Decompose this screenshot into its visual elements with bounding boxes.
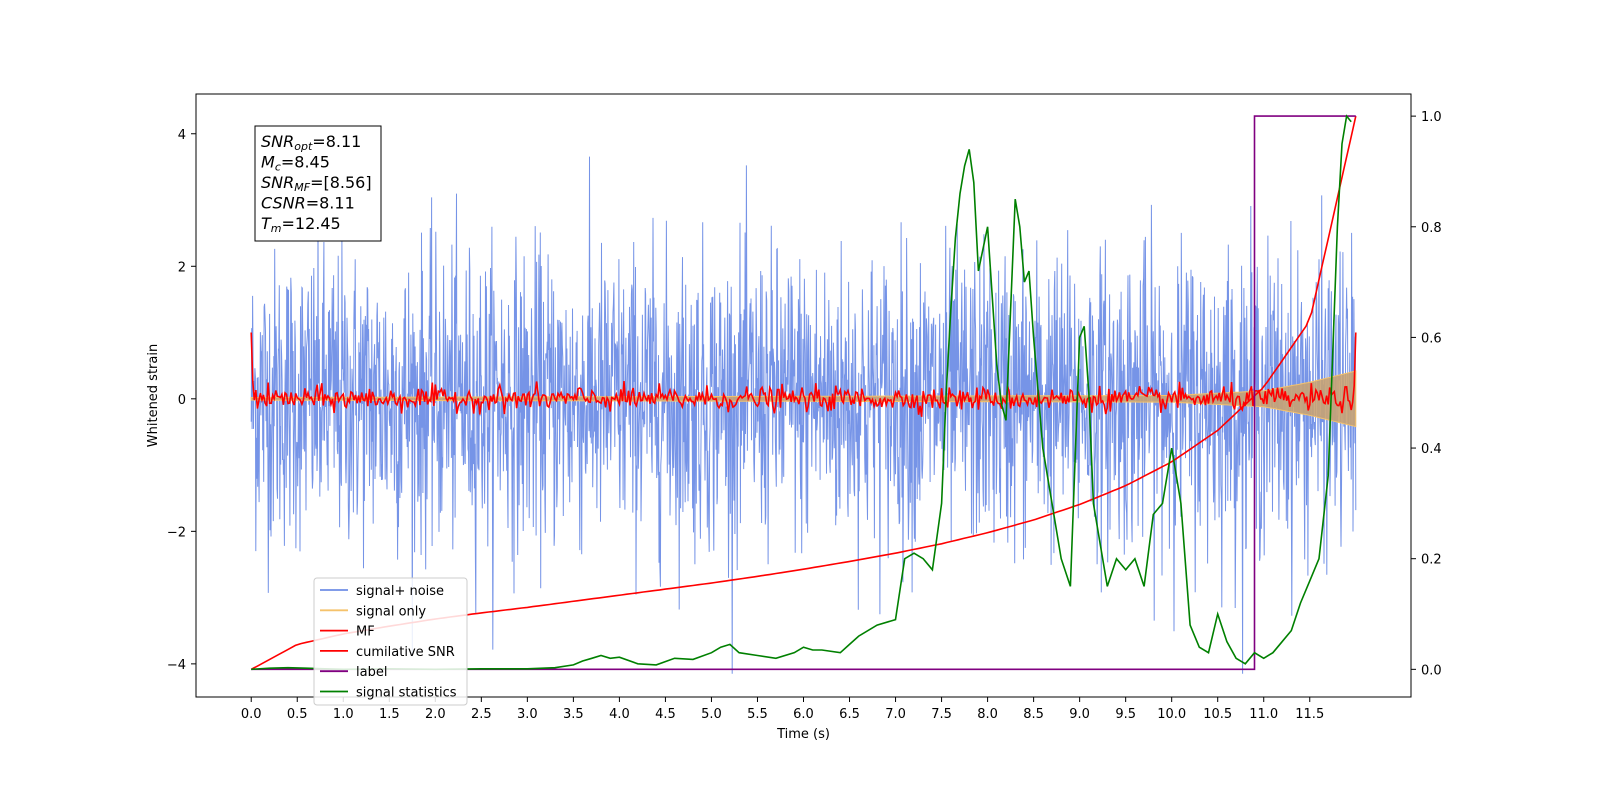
series-mf — [250, 332, 1357, 417]
x-tick-label: 7.5 — [931, 707, 952, 722]
plot-area — [250, 114, 1357, 674]
info-subscript: MF — [294, 181, 310, 194]
x-tick-label: 3.0 — [517, 707, 538, 722]
x-tick-label: 5.0 — [701, 707, 722, 722]
legend-entry: MF — [320, 625, 375, 640]
y-axis-right: 0.0 0.2 0.4 0.6 0.8 1.0 — [1411, 110, 1442, 678]
x-tick-label: 2.5 — [471, 707, 492, 722]
legend-entry: cumilative SNR — [320, 645, 455, 660]
y-right-tick-label: 1.0 — [1421, 110, 1442, 125]
x-tick-label: 7.0 — [885, 707, 906, 722]
y-left-tick-label: 2 — [178, 260, 186, 275]
x-tick-label: 11.0 — [1249, 707, 1278, 722]
y-left-tick-label: −4 — [167, 658, 186, 673]
series-signal-statistics — [251, 114, 1352, 671]
series-label — [251, 115, 1356, 671]
y-left-tick-label: 4 — [178, 128, 186, 143]
y-right-tick-label: 0.0 — [1421, 663, 1442, 678]
legend-entry: signal only — [320, 604, 426, 619]
legend-entry: label — [320, 665, 387, 680]
x-tick-label: 10.0 — [1157, 707, 1186, 722]
x-tick-label: 10.5 — [1203, 707, 1232, 722]
y-right-tick-label: 0.8 — [1421, 221, 1442, 236]
legend-label: signal+ noise — [356, 584, 444, 599]
legend-label: signal statistics — [356, 686, 457, 701]
legend-label: cumilative SNR — [356, 645, 455, 660]
x-tick-label: 4.0 — [609, 707, 630, 722]
y-right-tick-label: 0.6 — [1421, 331, 1442, 346]
info-value: =8.11 — [312, 132, 361, 151]
info-line: SNRopt=8.11 — [261, 132, 361, 153]
x-tick-label: 0.0 — [241, 707, 262, 722]
info-value: =[8.56] — [310, 173, 372, 192]
x-tick-label: 2.0 — [425, 707, 446, 722]
info-symbol: CSNR — [261, 194, 306, 213]
info-value: =12.45 — [282, 214, 341, 233]
info-box: SNRopt=8.11Mc=8.45SNRMF=[8.56]CSNR=8.11T… — [254, 125, 382, 242]
series-signal-noise — [250, 156, 1357, 674]
legend-entry: signal+ noise — [320, 584, 444, 599]
legend-label: signal only — [356, 604, 426, 619]
info-subscript: opt — [294, 140, 313, 153]
x-tick-label: 9.0 — [1069, 707, 1090, 722]
legend-entry: signal statistics — [320, 686, 457, 701]
info-box-frame — [254, 125, 382, 242]
x-tick-label: 0.5 — [287, 707, 308, 722]
info-line: Mc=8.45 — [261, 153, 330, 174]
x-tick-label: 6.5 — [839, 707, 860, 722]
y-axis-left: −4 −2 0 2 4 — [167, 128, 196, 673]
y-axis-title: Whitened strain — [146, 344, 161, 447]
y-left-tick-label: −2 — [167, 525, 186, 540]
y-right-tick-label: 0.4 — [1421, 442, 1442, 457]
x-tick-label: 4.5 — [655, 707, 676, 722]
info-line: Tm=12.45 — [261, 214, 341, 235]
x-tick-label: 3.5 — [563, 707, 584, 722]
info-value: =8.11 — [306, 194, 355, 213]
x-tick-label: 1.0 — [333, 707, 354, 722]
info-subscript: c — [275, 161, 281, 174]
legend: signal+ noise signal only MF cumilative SNR… — [313, 577, 468, 706]
info-symbol: SNR — [261, 132, 294, 151]
info-line: SNRMF=[8.56] — [261, 173, 372, 194]
x-tick-label: 6.0 — [793, 707, 814, 722]
info-subscript: m — [271, 222, 282, 235]
y-left-tick-label: 0 — [178, 393, 186, 408]
y-right-tick-label: 0.2 — [1421, 553, 1442, 568]
legend-label: MF — [356, 625, 375, 640]
x-axis-title: Time (s) — [776, 727, 830, 742]
info-symbol: M — [261, 153, 275, 172]
x-axis: 0.0 0.5 1.0 1.5 2.0 2.5 3.0 3.5 4.0 4.5 5.0 5.5 6.0 6… — [241, 697, 1324, 722]
x-tick-label: 8.0 — [977, 707, 998, 722]
info-symbol: SNR — [261, 173, 294, 192]
x-tick-label: 11.5 — [1295, 707, 1324, 722]
x-tick-label: 1.5 — [379, 707, 400, 722]
legend-label: label — [356, 665, 387, 680]
info-value: =8.45 — [281, 153, 330, 172]
info-symbol: T — [261, 214, 272, 233]
info-line: CSNR=8.11 — [261, 194, 355, 213]
x-tick-label: 5.5 — [747, 707, 768, 722]
legend-frame — [313, 577, 468, 706]
x-tick-label: 8.5 — [1023, 707, 1044, 722]
x-tick-label: 9.5 — [1115, 707, 1136, 722]
